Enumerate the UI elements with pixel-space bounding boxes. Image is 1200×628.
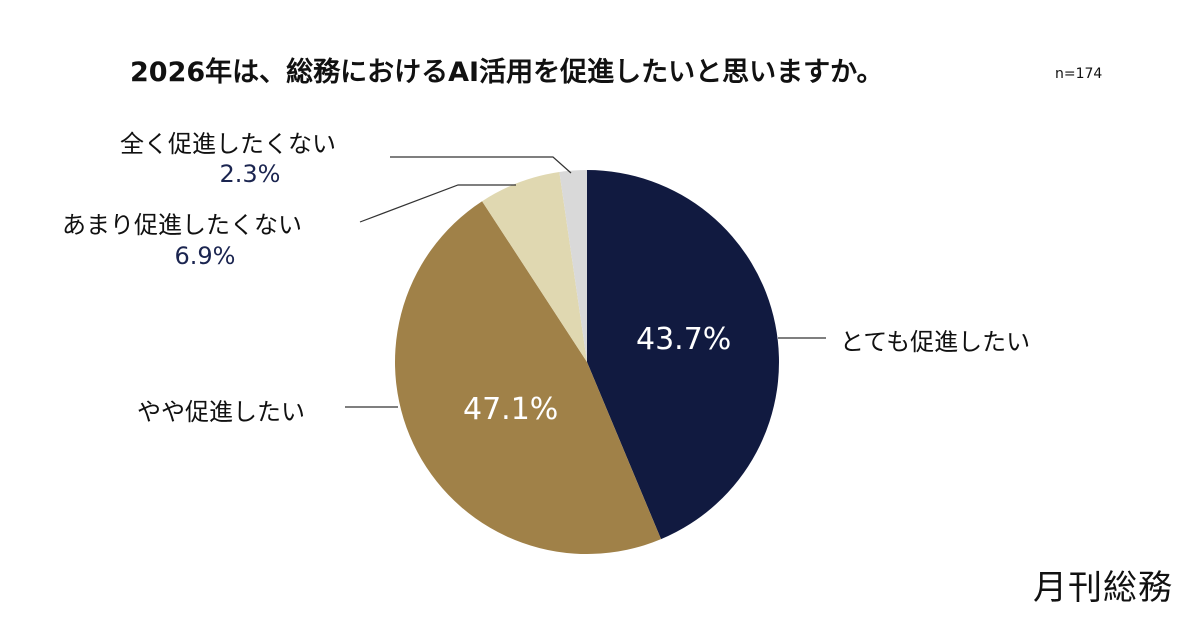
label-very-not: 全く促進したくない xyxy=(120,130,336,158)
pie-slice-1 xyxy=(395,201,662,554)
value-somewhat: 47.1% xyxy=(463,392,559,427)
value-very: 43.7% xyxy=(636,322,732,357)
label-not-much: あまり促進したくない xyxy=(62,211,302,239)
value-not-much: 6.9% xyxy=(174,242,236,270)
label-very: とても促進したい xyxy=(840,328,1031,356)
pie-slice-0 xyxy=(587,170,779,540)
pie-slice-2 xyxy=(482,172,587,362)
sample-size: n=174 xyxy=(1055,66,1103,82)
label-somewhat: やや促進したい xyxy=(137,398,305,426)
chart-title: 2026年は、総務におけるAI活用を促進したいと思いますか。 xyxy=(130,57,884,88)
logo: 月刊総務 xyxy=(1033,568,1173,608)
leader-line-not-much xyxy=(359,184,516,223)
leader-line-very-not xyxy=(390,156,572,174)
pie-slice-3 xyxy=(559,170,587,362)
value-very-not: 2.3% xyxy=(219,160,281,188)
